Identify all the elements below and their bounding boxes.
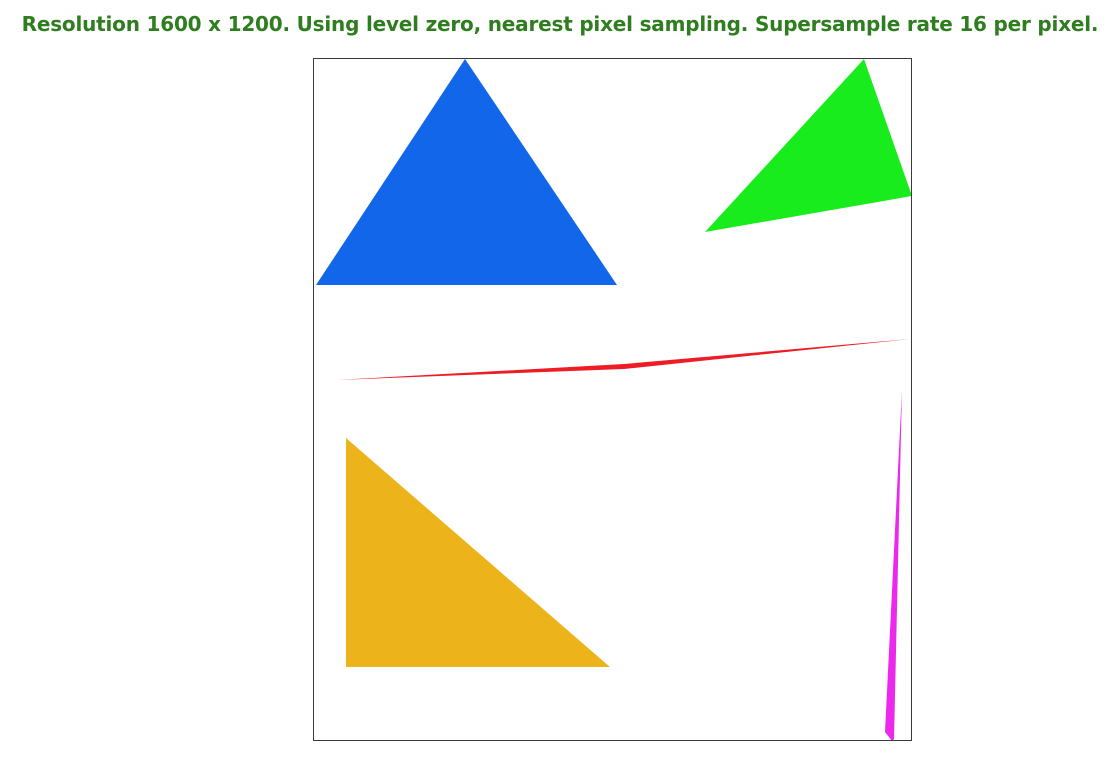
red-sliver xyxy=(336,339,910,380)
render-status-text: Resolution 1600 x 1200. Using level zero… xyxy=(21,12,1099,36)
blue-triangle xyxy=(316,59,617,285)
render-viewport[interactable] xyxy=(313,58,912,741)
yellow-triangle xyxy=(346,438,610,667)
magenta-sliver xyxy=(885,389,902,740)
green-triangle xyxy=(705,59,911,232)
render-canvas xyxy=(316,59,911,740)
